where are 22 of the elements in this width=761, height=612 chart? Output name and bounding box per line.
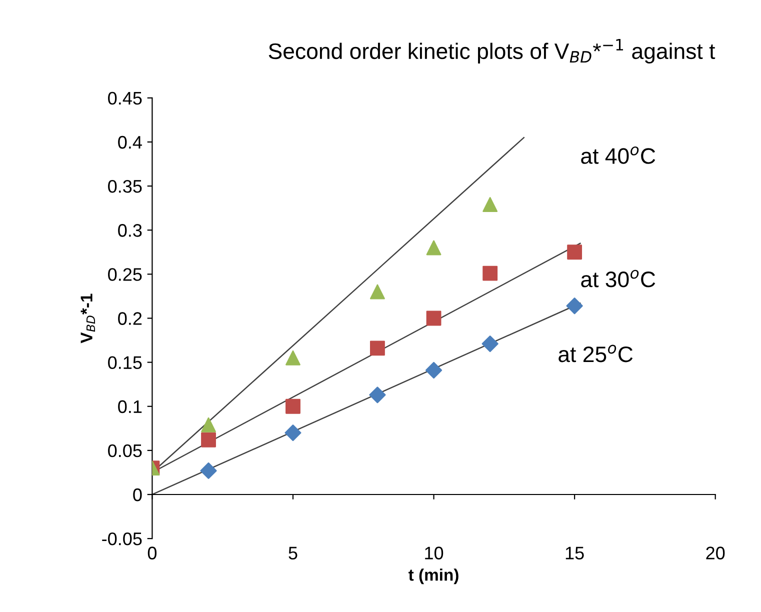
- x-tick-label: 0: [148, 546, 157, 560]
- annotation: at 40$^{o}$C: [581, 146, 656, 164]
- y-tick-label: 0.15: [108, 356, 142, 370]
- x-axis-title: t (min): [408, 568, 458, 584]
- x-tick-label: 15: [566, 546, 584, 560]
- y-tick-label: 0.35: [108, 180, 142, 193]
- y-tick-label: 0.2: [118, 312, 142, 325]
- y-tick-label: 0.05: [108, 444, 142, 458]
- y-tick-label: 0.25: [108, 268, 142, 281]
- x-tick-label: 5: [288, 546, 298, 560]
- y-tick-label: 0.3: [118, 224, 142, 237]
- y-tick-label: -0.05: [102, 532, 142, 546]
- y-axis-title: V$_{BD}$*-1: [80, 294, 96, 344]
- y-tick-label: 0.4: [118, 136, 142, 149]
- annotation: at 30$^{o}$C: [581, 270, 656, 288]
- y-tick-label: 0: [133, 488, 142, 502]
- x-tick-label: 20: [706, 546, 725, 560]
- chart-title: Second order kinetic plots of V$_{BD}$*$^{−1}$ against t: [268, 39, 716, 64]
- y-tick-label: 0.1: [118, 400, 142, 414]
- annotation: at 25$^{o}$C: [558, 344, 633, 362]
- x-tick-label: 10: [425, 546, 444, 560]
- y-tick-label: 0.45: [108, 92, 142, 105]
